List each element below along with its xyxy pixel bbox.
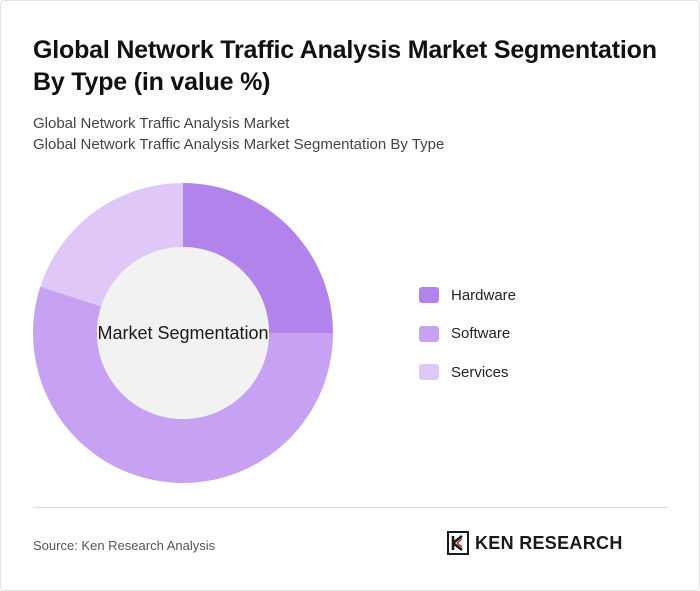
legend-item-software: Software [419,324,516,344]
ken-research-logo: KEN RESEARCH [447,531,623,555]
donut-hole [97,247,269,419]
chart-subtitle-market: Global Network Traffic Analysis Market [33,115,290,132]
donut-center-label: Market Segmentation [97,323,269,343]
donut-slice-software [32,286,333,484]
source-note: Source: Ken Research Analysis [33,538,216,553]
chart-subtitle-segmentation: Global Network Traffic Analysis Market S… [33,136,445,153]
legend-label-hardware: Hardware [451,286,517,304]
footer-divider [33,507,669,508]
legend-swatch-services [419,364,439,380]
legend-item-services: Services [419,362,516,382]
donut-chart [32,183,333,484]
legend-swatch-hardware [419,287,439,303]
legend-label-software: Software [451,325,511,342]
legend-swatch-software [419,325,439,342]
legend-item-hardware: Hardware [419,285,516,305]
legend-label-services: Services [451,363,509,381]
donut-slice-hardware [183,183,333,333]
ken-research-logo-text: KEN RESEARCH [475,532,623,553]
chart-title: Global Network Traffic Analysis Market S… [33,36,657,96]
chart-legend: Hardware Software Services [419,285,516,401]
donut-slice-services [40,183,183,307]
ken-research-logo-icon [447,531,469,555]
